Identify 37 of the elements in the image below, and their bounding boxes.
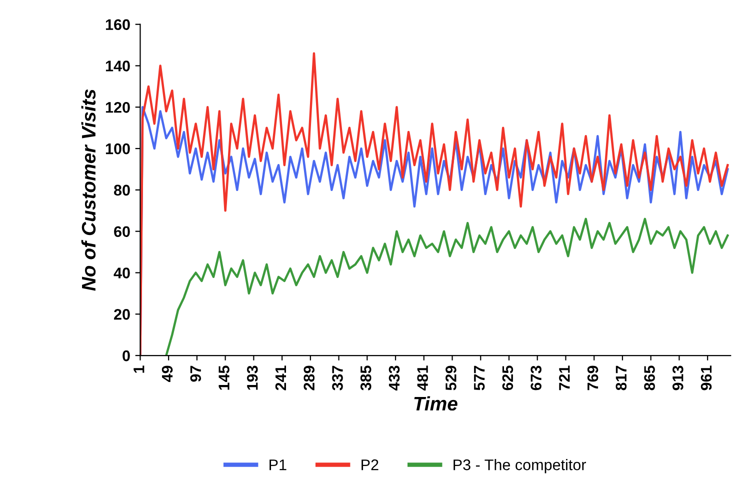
y-axis-title: No of Customer Visits xyxy=(81,89,96,291)
y-tick-label: 20 xyxy=(114,308,130,320)
legend-label: P3 - The competitor xyxy=(454,459,586,474)
x-tick-label: 913 xyxy=(672,366,684,390)
x-tick-label: 337 xyxy=(332,366,343,390)
x-tick-label: 49 xyxy=(162,366,173,382)
y-tick-label: 40 xyxy=(114,268,130,278)
x-tick-label: 961 xyxy=(700,366,712,390)
legend-label: P2 xyxy=(362,459,378,470)
x-tick-label: 145 xyxy=(218,366,230,390)
x-tick-label: 481 xyxy=(417,366,428,390)
x-tick-label: 241 xyxy=(275,366,286,390)
y-tick-label: 160 xyxy=(106,19,130,30)
x-tick-label: 625 xyxy=(502,366,514,390)
y-tick-label: 140 xyxy=(106,60,130,72)
x-tick-label: 97 xyxy=(190,366,202,382)
y-tick-label: 80 xyxy=(114,184,130,196)
y-tick-label: 0 xyxy=(122,350,130,362)
y-tick-label: 60 xyxy=(114,226,130,238)
x-tick-label: 529 xyxy=(446,366,456,390)
x-tick-label: 385 xyxy=(360,366,372,390)
x-tick-label: 1 xyxy=(134,366,144,373)
legend-label: P1 xyxy=(270,460,286,470)
x-tick-label: 577 xyxy=(474,366,485,390)
x-tick-label: 769 xyxy=(587,366,598,390)
x-axis-title: Time xyxy=(414,396,458,411)
x-tick-label: 433 xyxy=(388,366,400,390)
line-series xyxy=(165,218,729,356)
y-tick-label: 100 xyxy=(106,143,130,154)
x-tick-label: 721 xyxy=(559,366,570,390)
x-tick-label: 865 xyxy=(644,366,655,390)
x-tick-label: 193 xyxy=(246,366,258,390)
x-tick-label: 673 xyxy=(530,366,542,390)
x-tick-label: 289 xyxy=(304,366,315,390)
x-tick-label: 817 xyxy=(616,366,627,390)
line-series xyxy=(140,52,729,356)
y-tick-label: 120 xyxy=(106,102,130,113)
